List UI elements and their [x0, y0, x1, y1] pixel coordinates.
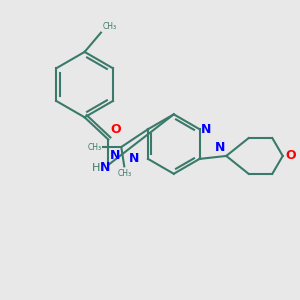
Text: CH₃: CH₃ [88, 142, 102, 152]
Text: O: O [286, 149, 296, 162]
Text: H: H [92, 163, 100, 173]
Text: CH₃: CH₃ [102, 22, 117, 31]
Text: CH₃: CH₃ [117, 169, 131, 178]
Text: N: N [129, 152, 140, 165]
Text: N: N [110, 148, 120, 161]
Text: N: N [100, 161, 110, 174]
Text: O: O [111, 123, 122, 136]
Text: N: N [201, 123, 211, 136]
Text: N: N [214, 142, 225, 154]
